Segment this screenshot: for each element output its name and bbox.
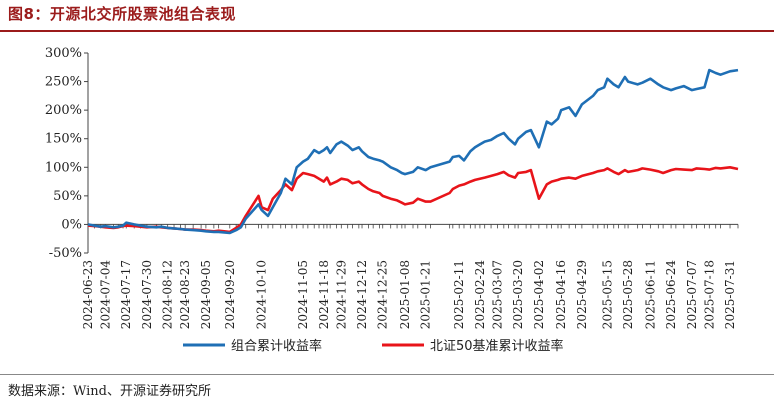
x-axis: 2024-06-23 2024-07-04 2024-07-17 2024-07-30…	[81, 223, 739, 330]
x-tick-label: 2024-08-23	[178, 260, 192, 329]
x-tick-label: 2025-07-18	[702, 260, 716, 329]
x-tick-label: 2024-06-23	[81, 260, 95, 329]
x-tick-label: 2024-11-29	[334, 260, 348, 329]
y-tick-label: 50%	[53, 189, 82, 204]
source-rule	[0, 374, 774, 375]
y-tick-label: 0%	[61, 217, 82, 232]
x-tick-label: 2025-01-08	[398, 260, 412, 329]
x-tick-label: 2025-01-21	[419, 260, 433, 329]
x-tick-label: 2024-12-25	[376, 260, 390, 329]
x-tick-label: 2025-03-07	[490, 260, 504, 329]
source-note: 数据来源：Wind、开源证券研究所	[8, 384, 211, 399]
y-tick-label: 150%	[45, 132, 82, 147]
x-tick-label: 2025-06-11	[643, 260, 657, 329]
legend-label: 组合累计收益率	[231, 338, 322, 354]
x-tick-label: 2024-09-05	[199, 260, 213, 329]
y-axis: -50% 0% 50% 100% 150% 200% 250% 300%	[45, 46, 89, 261]
x-tick-label: 2024-11-18	[317, 260, 331, 329]
y-tick-label: 200%	[45, 103, 82, 118]
series-layer	[87, 68, 739, 235]
y-tick-label: 100%	[45, 160, 82, 175]
x-tick-label: 2025-07-07	[685, 260, 699, 329]
x-tick-label: 2024-10-10	[255, 260, 269, 329]
x-tick-label: 2025-04-16	[554, 260, 568, 329]
x-tick-label: 2024-07-17	[119, 260, 133, 329]
x-tick-label: 2025-05-15	[600, 260, 614, 329]
x-tick-label: 2025-04-29	[575, 260, 589, 329]
x-tick-label: 2024-11-05	[296, 260, 310, 329]
x-tick-label: 2024-07-30	[140, 260, 154, 329]
series-line	[87, 166, 739, 234]
figure-title: 图8：开源北交所股票池组合表现	[8, 5, 236, 23]
x-tick-label: 2025-07-31	[723, 260, 737, 329]
x-tick-label: 2024-07-04	[99, 260, 113, 330]
title-rule	[0, 30, 774, 32]
y-tick-label: -50%	[49, 246, 82, 261]
x-tick-label: 2025-04-02	[532, 260, 546, 329]
x-tick-label: 2024-09-20	[223, 260, 237, 329]
legend-label: 北证50基准累计收益率	[430, 338, 564, 354]
series-line	[87, 68, 739, 235]
x-tick-label: 2024-12-12	[355, 260, 369, 329]
line-chart: -50% 0% 50% 100% 150% 200% 250% 300% 2024-06-23…	[45, 46, 739, 354]
y-tick-label: 250%	[45, 75, 82, 90]
x-tick-label: 2025-02-11	[452, 260, 466, 329]
x-tick-label: 2024-08-12	[161, 260, 175, 329]
legend: 组合累计收益率 北证50基准累计收益率	[183, 338, 564, 354]
y-tick-label: 300%	[45, 46, 82, 61]
x-tick-label: 2025-06-24	[664, 260, 678, 330]
x-tick-label: 2025-05-28	[621, 260, 635, 329]
x-tick-label: 2025-02-24	[473, 260, 487, 330]
x-tick-label: 2025-03-20	[511, 260, 525, 329]
